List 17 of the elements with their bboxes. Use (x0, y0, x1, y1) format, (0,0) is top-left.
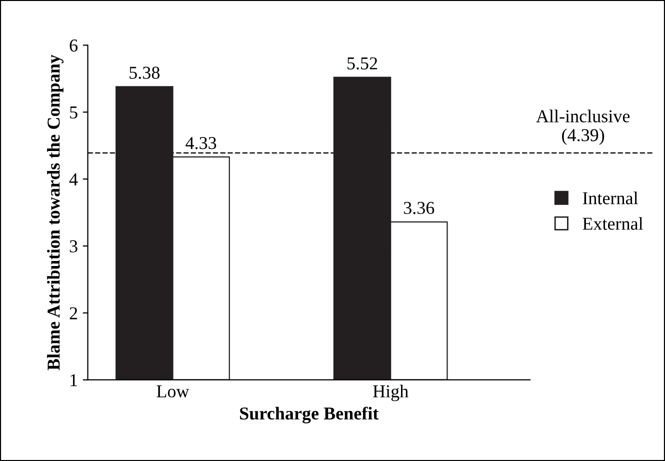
y-tick-label: 5 (70, 106, 78, 119)
data-label: 5.52 (348, 57, 378, 70)
ref-line-label: All-inclusive (4.39) (536, 110, 630, 145)
legend-label: Internal (582, 192, 638, 204)
legend-label: External (582, 217, 643, 230)
data-label: 5.38 (130, 66, 160, 79)
x-tick-label: Low (156, 385, 190, 398)
y-tick-label: 6 (70, 39, 78, 52)
data-label: 3.36 (404, 202, 434, 214)
data-label: 4.33 (186, 136, 216, 150)
y-tick-label: 4 (69, 173, 78, 186)
y-tick-label: 1 (70, 374, 77, 386)
y-axis-title: Blame Attribution towards the Company (47, 54, 64, 370)
x-axis-title: Surcharge Benefit (240, 406, 379, 424)
y-tick-label: 3 (70, 240, 78, 252)
y-tick-label: 2 (70, 307, 78, 320)
x-tick-label: High (373, 384, 408, 402)
